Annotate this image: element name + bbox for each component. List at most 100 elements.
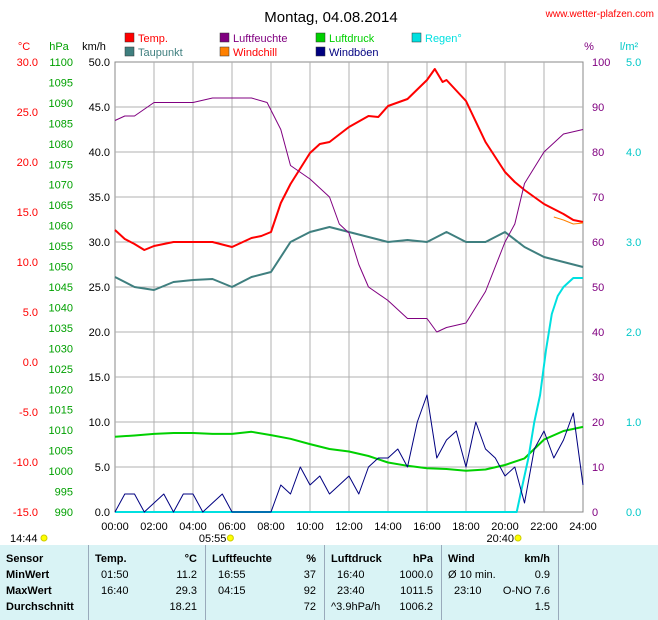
stats-press-trend: ^3.9hPa/h [331,601,381,613]
stats-wind-avg-label: Ø 10 min. [448,569,496,581]
legend-swatch [315,32,326,43]
axis-tick-label-kmh: 5.0 [95,462,110,474]
legend-label: Windböen [329,47,379,59]
stats-temp-avg-value: 18.21 [169,601,197,613]
axis-tick-label-kmh: 0.0 [95,507,110,519]
stats-header-pressure: Luftdruck [331,553,382,565]
axis-tick-label-c: 20.0 [17,157,38,169]
daylength-icon [40,534,48,542]
legend-label: Windchill [233,47,277,59]
chart-title: Montag, 04.08.2014 [264,9,397,26]
axis-tick-label-pct: 80 [592,147,604,159]
axis-tick-label-rain: 0.0 [626,507,641,519]
series-line-regen [115,277,583,513]
stats-hum-min-value: 37 [303,569,316,581]
legend-label: Regen° [425,33,462,45]
stats-hum-avg-value: 72 [303,601,316,613]
x-tick-label: 00:00 [101,521,129,533]
axis-unit-rain: l/m² [620,41,639,53]
axis-tick-label-hpa: 1035 [49,323,73,335]
axis-tick-label-hpa: 1090 [49,98,73,110]
stats-temp-min-value: 11.2 [176,569,197,581]
legend-label: Luftfeuchte [233,33,287,45]
stats-header-humidity-unit: % [306,553,316,565]
x-tick-label: 14:00 [374,521,402,533]
stats-press-min-value: 1000.0 [399,569,433,581]
axis-tick-label-hpa: 1000 [49,466,73,478]
axis-unit-pct: % [584,41,594,53]
axis-tick-label-hpa: 1050 [49,262,73,274]
axis-tick-label-c: 15.0 [17,207,38,219]
axis-tick-label-c: 10.0 [17,257,38,269]
x-tick-label: 12:00 [335,521,363,533]
axis-tick-label-hpa: 1080 [49,139,73,151]
stats-col-humidity: Luftfeuchte % 16:55 37 04:15 92 72 [206,545,325,620]
axis-tick-label-pct: 20 [592,417,604,429]
axis-tick-label-hpa: 1070 [49,180,73,192]
weather-chart: Montag, 04.08.2014 www.wetter-plafzen.co… [10,9,654,545]
axis-tick-label-pct: 70 [592,192,604,204]
axis-tick-label-hpa: 1040 [49,302,73,314]
axis-tick-label-kmh: 50.0 [89,57,110,69]
axis-tick-label-hpa: 1055 [49,241,73,253]
axis-tick-label-hpa: 1010 [49,425,73,437]
x-tick-label: 16:00 [413,521,441,533]
axis-tick-label-hpa: 1085 [49,118,73,130]
axis-tick-label-c: 30.0 [17,57,38,69]
stats-wind-avg-value: 1.5 [534,601,550,613]
x-tick-label: 06:00 [218,521,246,533]
axis-tick-label-c: -5.0 [19,407,38,419]
x-tick-label: 22:00 [530,521,558,533]
sunset-icon [514,534,522,542]
axis-tick-label-pct: 50 [592,282,604,294]
series-line-windchill [553,216,584,225]
axis-tick-label-rain: 2.0 [626,327,641,339]
axis-tick-label-c: -10.0 [13,457,38,469]
axis-tick-label-c: 0.0 [23,357,38,369]
axis-tick-label-hpa: 1005 [49,446,73,458]
axis-tick-label-hpa: 1060 [49,221,73,233]
axis-tick-label-rain: 1.0 [626,417,641,429]
stats-press-min-time: 16:40 [337,569,365,581]
site-link[interactable]: www.wetter-plafzen.com [545,9,654,20]
axis-tick-label-c: -15.0 [13,507,38,519]
axis-tick-label-pct: 60 [592,237,604,249]
axis-tick-label-hpa: 1020 [49,384,73,396]
stats-header-wind: Wind [448,553,475,565]
legend-swatch [219,46,230,57]
stats-wind-max-time: 23:10 [454,585,482,597]
series-line-windben [114,394,584,513]
sunrise-icon [226,534,234,542]
axis-tick-label-hpa: 995 [55,487,73,499]
axis-tick-label-c: 25.0 [17,107,38,119]
series-line-luftfeuchte [114,97,584,333]
axis-tick-label-hpa: 1045 [49,282,73,294]
legend-label: Taupunkt [138,47,183,59]
axis-tick-label-kmh: 10.0 [89,417,110,429]
stats-header-temp-unit: °C [184,553,197,565]
axis-tick-label-rain: 5.0 [626,57,641,69]
axis-tick-label-hpa: 1075 [49,159,73,171]
axis-tick-label-kmh: 15.0 [89,372,110,384]
x-tick-label: 10:00 [296,521,324,533]
x-tick-label: 24:00 [569,521,597,533]
axis-tick-label-kmh: 40.0 [89,147,110,159]
axis-tick-label-hpa: 1095 [49,77,73,89]
x-tick-label: 08:00 [257,521,285,533]
legend-label: Luftdruck [329,33,375,45]
axis-tick-label-hpa: 1030 [49,343,73,355]
axis-tick-label-c: 5.0 [23,307,38,319]
x-tick-label: 18:00 [452,521,480,533]
stats-temp-max-value: 29.3 [175,585,197,597]
axis-tick-label-rain: 3.0 [626,237,641,249]
legend-swatch [411,32,422,43]
axis-tick-label-pct: 100 [592,57,610,69]
axis-unit-hpa: hPa [49,41,69,53]
stats-row-label: MinWert [6,569,50,581]
legend-label: Temp. [138,33,168,45]
stats-row-label: MaxWert [6,585,52,597]
stats-col-sensor: Sensor MinWert MaxWert Durchschnitt [0,545,89,620]
sunset-time: 20:40 [486,533,514,545]
stats-header-pressure-unit: hPa [412,553,433,565]
axis-tick-label-kmh: 25.0 [89,282,110,294]
